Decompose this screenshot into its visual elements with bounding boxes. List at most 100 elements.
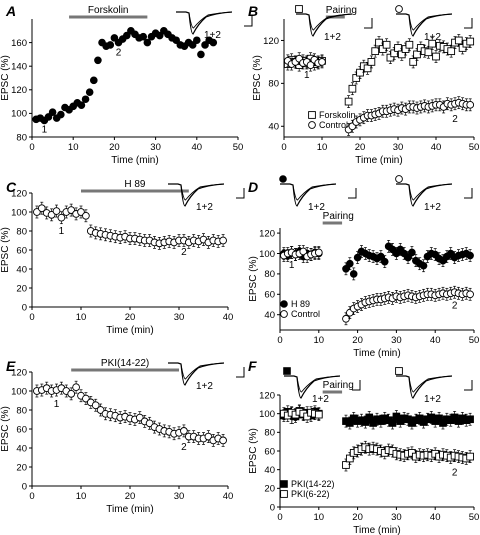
data-point bbox=[314, 410, 323, 419]
data-point bbox=[201, 41, 209, 49]
data-point bbox=[342, 264, 350, 273]
data-point bbox=[57, 213, 66, 222]
data-point bbox=[348, 84, 357, 93]
series-0 bbox=[283, 34, 475, 108]
y-tick-label: 100 bbox=[11, 109, 27, 120]
legend-label: Control bbox=[291, 309, 320, 319]
scale-bar bbox=[464, 18, 473, 29]
y-tick-label: 120 bbox=[11, 85, 27, 96]
panel-e: E 0 10 20 30 40 0 20 40 60 80 100 120 Time (min) EPSC … bbox=[0, 358, 245, 515]
data-point bbox=[193, 36, 201, 45]
scale-bar bbox=[464, 380, 473, 391]
data-point bbox=[466, 37, 475, 46]
y-tick-label: 60 bbox=[264, 446, 275, 457]
timepoint-label: 1 bbox=[289, 260, 295, 271]
trace-marker bbox=[395, 367, 403, 375]
data-point bbox=[197, 50, 205, 59]
scale-bar bbox=[464, 188, 473, 199]
data-point bbox=[90, 76, 98, 85]
y-tick-label: 40 bbox=[16, 264, 27, 275]
data-point bbox=[413, 50, 421, 59]
data-point bbox=[172, 36, 181, 45]
y-tick-label: 100 bbox=[11, 207, 27, 218]
data-point bbox=[432, 52, 440, 61]
data-point bbox=[37, 204, 46, 213]
x-tick-label: 10 bbox=[76, 312, 87, 323]
data-point bbox=[110, 34, 119, 42]
example-trace: 1+2 bbox=[279, 175, 357, 213]
timepoint-label: 1 bbox=[289, 416, 295, 427]
trace-line-2 bbox=[292, 183, 337, 201]
data-point bbox=[346, 259, 354, 268]
series-0 bbox=[32, 26, 218, 125]
x-tick-label: 20 bbox=[352, 512, 363, 523]
panel-f: F 0 10 20 30 40 50 0 20 40 60 80 100 120 Time (min) EPS… bbox=[248, 358, 479, 535]
x-axis-label: Time (min) bbox=[111, 155, 158, 166]
data-point bbox=[155, 31, 164, 40]
series-0 bbox=[280, 240, 474, 281]
data-point bbox=[454, 36, 463, 45]
data-point bbox=[419, 261, 428, 270]
example-trace: 1+2 bbox=[395, 175, 473, 213]
trace-marker bbox=[295, 5, 303, 13]
y-tick-label: 120 bbox=[259, 228, 275, 239]
y-axis-label: EPSC (%) bbox=[248, 256, 259, 302]
x-tick-label: 40 bbox=[223, 491, 234, 502]
trace-label: 1+2 bbox=[196, 202, 213, 213]
x-tick-label: 10 bbox=[76, 491, 87, 502]
x-tick-label: 30 bbox=[393, 142, 404, 153]
scale-bar bbox=[236, 188, 245, 199]
y-tick-label: 120 bbox=[259, 390, 275, 401]
x-axis-label: Time (min) bbox=[106, 504, 153, 515]
x-tick-label: 20 bbox=[109, 142, 120, 153]
y-tick-label: 40 bbox=[264, 465, 275, 476]
trace-line-2 bbox=[408, 375, 453, 393]
trace-label: 1+2 bbox=[424, 32, 441, 43]
data-point bbox=[466, 415, 474, 424]
y-tick-label: 0 bbox=[22, 302, 27, 313]
legend-label: H 89 bbox=[291, 299, 310, 309]
y-tick-label: 80 bbox=[264, 428, 275, 439]
data-point bbox=[318, 58, 326, 66]
trace-marker bbox=[395, 5, 403, 13]
data-point bbox=[180, 427, 188, 435]
data-point bbox=[82, 211, 90, 220]
data-point bbox=[77, 101, 86, 109]
scale-bar bbox=[352, 380, 361, 391]
timepoint-label: 2 bbox=[181, 247, 187, 258]
x-axis-label: Time (min) bbox=[355, 155, 402, 166]
series-0 bbox=[33, 380, 227, 447]
trace-line-2 bbox=[308, 13, 353, 31]
x-tick-label: 20 bbox=[355, 142, 366, 153]
y-tick-label: 20 bbox=[16, 462, 27, 473]
data-point bbox=[382, 40, 391, 49]
trace-line-2 bbox=[180, 183, 225, 201]
y-tick-label: 140 bbox=[11, 62, 27, 73]
x-tick-label: 0 bbox=[29, 142, 34, 153]
data-point bbox=[435, 414, 443, 423]
data-point bbox=[94, 56, 102, 65]
y-tick-label: 80 bbox=[268, 79, 279, 90]
y-tick-label: 100 bbox=[259, 409, 275, 420]
timepoint-label: 1 bbox=[304, 70, 310, 81]
panel-d: D 0 10 20 30 40 50 40 60 80 100 120 Time (min) EPSC (… bbox=[248, 175, 479, 359]
timepoint-label: 2 bbox=[116, 48, 122, 59]
trace-marker bbox=[279, 175, 287, 183]
series-1 bbox=[280, 245, 474, 326]
data-point bbox=[219, 236, 227, 245]
data-point bbox=[342, 461, 350, 469]
timepoint-label: 2 bbox=[452, 114, 458, 125]
x-axis-label: Time (min) bbox=[353, 525, 400, 535]
y-tick-label: 0 bbox=[22, 481, 27, 492]
treatment-bar-label: H 89 bbox=[124, 179, 146, 190]
trace-label: 1+2 bbox=[312, 394, 329, 405]
legend-marker bbox=[308, 121, 316, 129]
data-point bbox=[139, 32, 148, 41]
scale-bar bbox=[244, 16, 253, 27]
scale-bar bbox=[364, 18, 373, 29]
x-tick-label: 40 bbox=[430, 512, 441, 523]
x-tick-label: 10 bbox=[314, 512, 325, 523]
